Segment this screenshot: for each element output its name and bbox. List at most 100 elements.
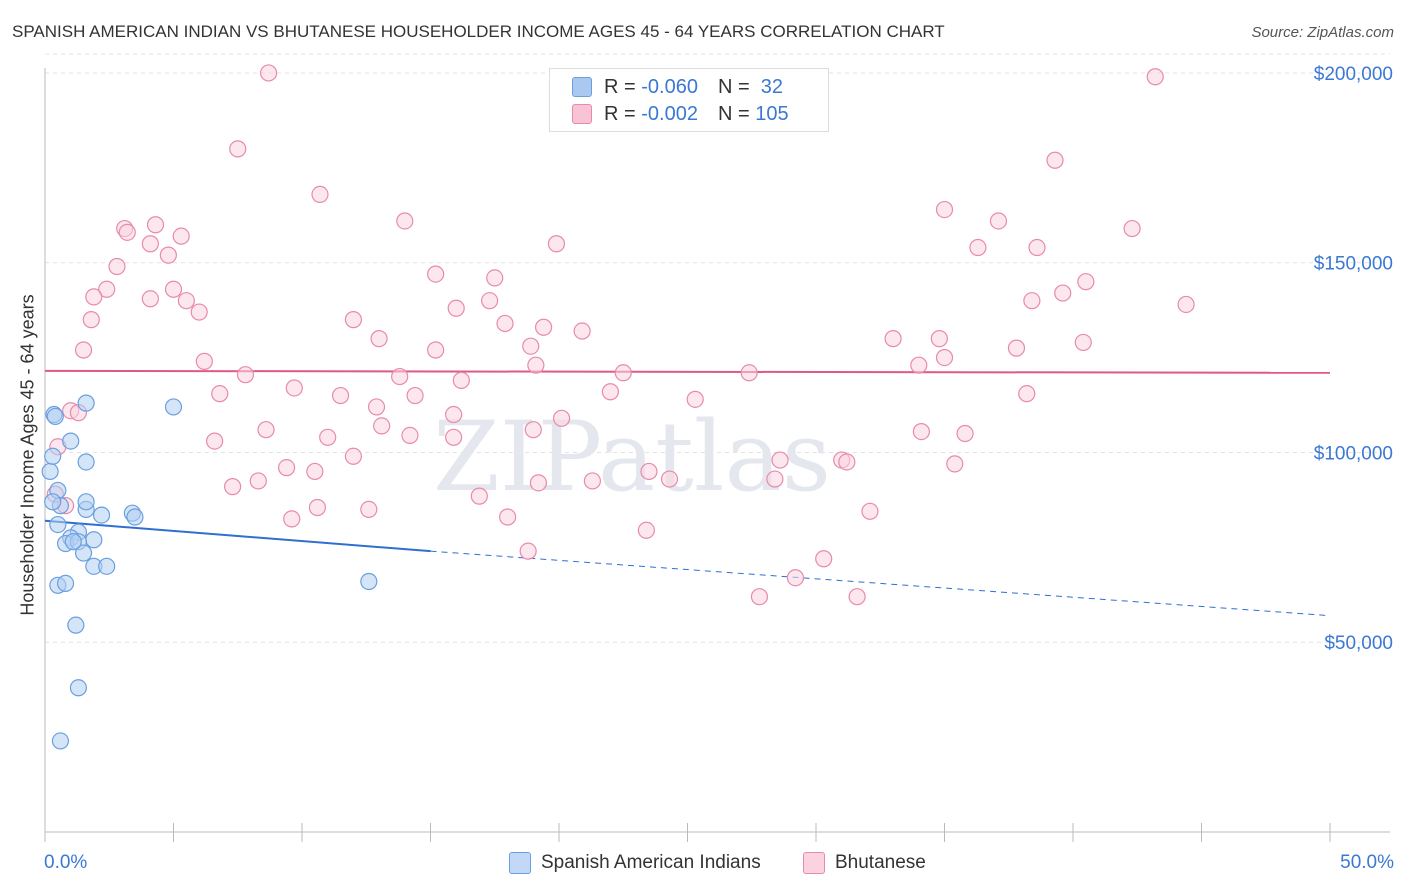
source-label: Source: ZipAtlas.com bbox=[1251, 24, 1394, 41]
data-point bbox=[1018, 385, 1036, 403]
data-point bbox=[766, 470, 784, 488]
data-point bbox=[406, 386, 424, 405]
data-point bbox=[1177, 295, 1195, 314]
legend-item-spanish-american-indians[interactable]: Spanish American Indians bbox=[509, 852, 761, 874]
data-point bbox=[108, 257, 126, 276]
legend-swatch-blue bbox=[509, 852, 531, 874]
data-point bbox=[815, 550, 833, 568]
data-point bbox=[486, 269, 504, 287]
data-point bbox=[360, 500, 378, 519]
data-point bbox=[370, 330, 388, 348]
data-point bbox=[283, 510, 301, 528]
data-point bbox=[527, 356, 545, 374]
y-axis-label: Householder Income Ages 45 - 64 years bbox=[17, 294, 38, 616]
legend-label: Spanish American Indians bbox=[541, 852, 761, 873]
data-point bbox=[85, 531, 103, 549]
legend-swatch-pink bbox=[572, 104, 592, 124]
data-point bbox=[82, 311, 100, 329]
data-point bbox=[277, 459, 296, 477]
data-point bbox=[77, 394, 95, 412]
data-points bbox=[41, 64, 1195, 750]
data-point bbox=[396, 212, 414, 230]
data-point bbox=[311, 185, 329, 203]
data-point bbox=[686, 390, 704, 408]
data-point bbox=[522, 337, 540, 355]
data-point bbox=[452, 371, 470, 389]
data-point bbox=[614, 364, 632, 382]
data-point bbox=[98, 557, 116, 575]
data-point bbox=[848, 588, 866, 606]
data-point bbox=[177, 292, 195, 310]
data-point bbox=[141, 290, 159, 308]
data-point bbox=[69, 679, 88, 697]
legend-item-bhutanese[interactable]: Bhutanese bbox=[803, 852, 926, 874]
data-point bbox=[573, 322, 591, 340]
trend-line-extension bbox=[430, 550, 1331, 617]
data-point bbox=[67, 616, 85, 634]
data-point bbox=[740, 364, 758, 382]
x-axis-ticks bbox=[44, 823, 1331, 842]
data-point bbox=[1046, 151, 1064, 169]
data-point bbox=[118, 223, 136, 241]
data-point bbox=[51, 732, 70, 750]
data-point bbox=[637, 521, 655, 539]
data-point bbox=[141, 235, 159, 253]
watermark: ZIPatlas bbox=[433, 401, 831, 513]
data-point bbox=[969, 238, 987, 257]
y-tick-label: $150,000 bbox=[1314, 254, 1393, 275]
data-point bbox=[445, 405, 463, 424]
data-point bbox=[98, 280, 116, 298]
data-point bbox=[529, 474, 548, 492]
data-point bbox=[470, 487, 488, 505]
grid-lines bbox=[45, 53, 1390, 643]
data-point bbox=[660, 470, 679, 488]
data-point bbox=[1123, 219, 1141, 238]
data-point bbox=[401, 426, 419, 444]
data-point bbox=[861, 502, 879, 520]
data-point bbox=[1028, 238, 1046, 257]
legend-swatch-blue bbox=[572, 77, 592, 97]
correlation-legend: R = -0.060 N = 32 R = -0.002 N = 105 bbox=[549, 68, 829, 132]
data-point bbox=[601, 383, 620, 401]
n-label: N = bbox=[717, 75, 756, 98]
data-point bbox=[935, 200, 954, 219]
data-point bbox=[259, 64, 278, 82]
data-point bbox=[1023, 292, 1041, 310]
data-point bbox=[884, 330, 902, 348]
data-point bbox=[44, 447, 62, 465]
data-point bbox=[496, 314, 514, 333]
data-point bbox=[481, 292, 499, 310]
data-point bbox=[1074, 333, 1092, 352]
data-point bbox=[92, 506, 111, 524]
data-point bbox=[74, 544, 93, 562]
data-point bbox=[64, 533, 82, 551]
n-label: N = bbox=[717, 102, 756, 125]
data-point bbox=[257, 421, 275, 439]
legend-row-bhutanese: R = -0.002 N = 105 bbox=[572, 102, 789, 126]
y-tick-label: $100,000 bbox=[1314, 443, 1393, 464]
data-point bbox=[126, 508, 144, 526]
data-point bbox=[190, 303, 208, 321]
data-point bbox=[249, 472, 267, 490]
data-point bbox=[956, 424, 974, 443]
data-point bbox=[519, 542, 537, 560]
data-point bbox=[524, 421, 542, 439]
data-point bbox=[236, 366, 255, 384]
data-point bbox=[211, 385, 229, 403]
data-point bbox=[935, 348, 954, 367]
data-point bbox=[750, 588, 769, 606]
trend-line bbox=[44, 519, 431, 553]
y-tick-label: $200,000 bbox=[1314, 64, 1393, 85]
data-point bbox=[164, 280, 183, 298]
data-point bbox=[912, 423, 930, 441]
data-point bbox=[1054, 284, 1072, 302]
r-value: -0.060 bbox=[641, 75, 698, 98]
n-value: 32 bbox=[755, 75, 784, 98]
r-label: R = bbox=[604, 102, 642, 125]
data-point bbox=[344, 311, 362, 329]
data-point bbox=[946, 455, 964, 473]
data-point bbox=[1077, 273, 1095, 291]
data-point bbox=[547, 235, 566, 253]
trend-line bbox=[44, 369, 1331, 374]
data-point bbox=[445, 428, 463, 446]
